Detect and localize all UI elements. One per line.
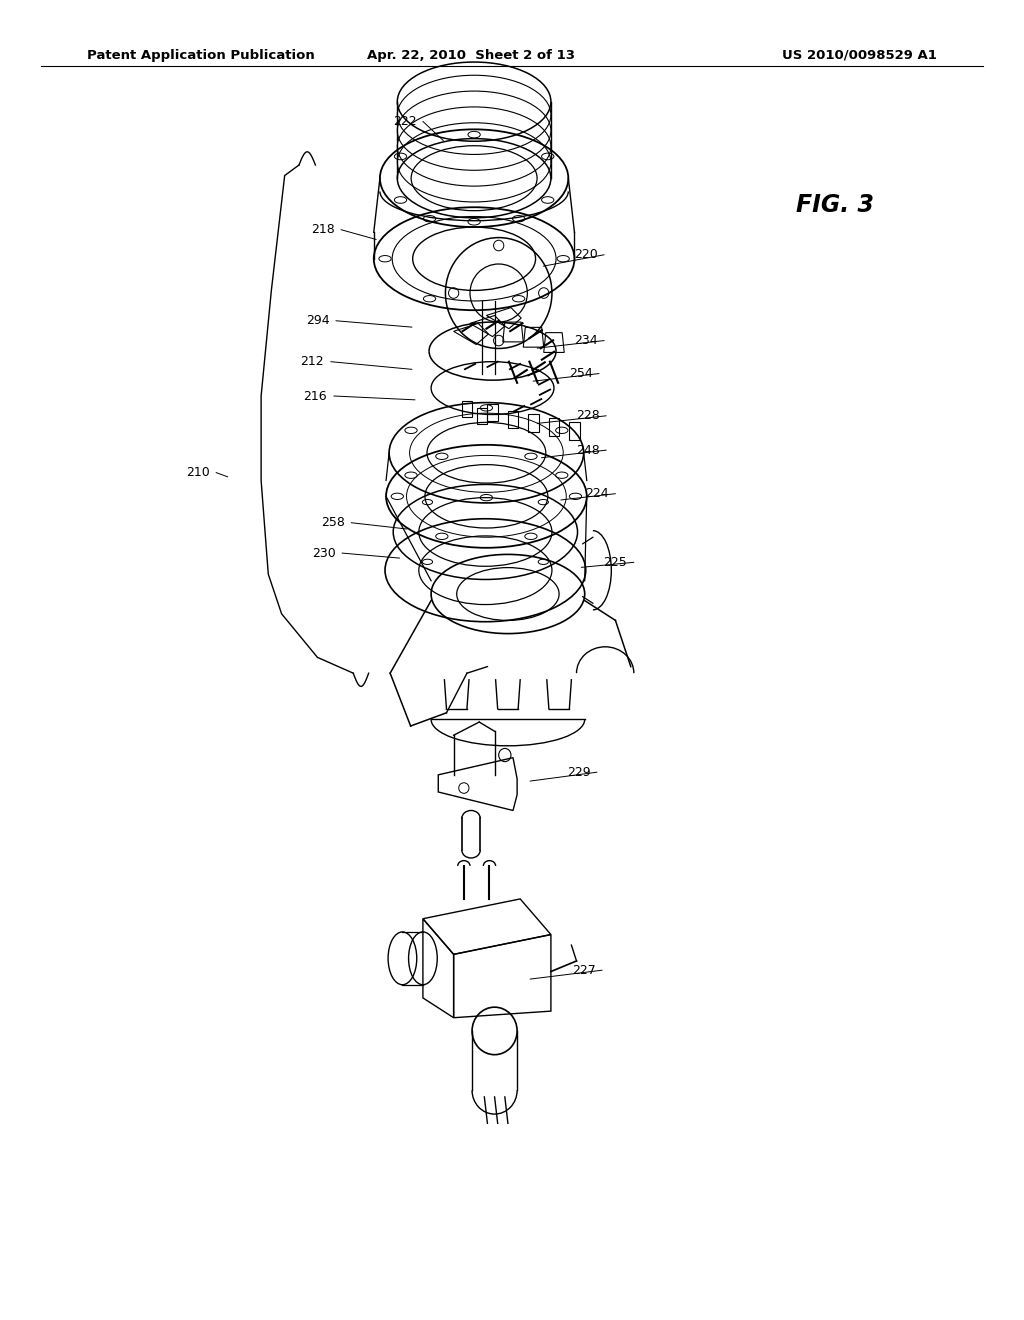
Text: 254: 254 xyxy=(568,367,593,380)
Text: 212: 212 xyxy=(300,355,325,368)
Text: 294: 294 xyxy=(305,314,330,327)
Text: 234: 234 xyxy=(573,334,598,347)
Text: 220: 220 xyxy=(573,248,598,261)
Text: 216: 216 xyxy=(303,389,328,403)
Text: Apr. 22, 2010  Sheet 2 of 13: Apr. 22, 2010 Sheet 2 of 13 xyxy=(367,49,575,62)
Text: 227: 227 xyxy=(571,964,596,977)
Text: 230: 230 xyxy=(311,546,336,560)
Text: 248: 248 xyxy=(575,444,600,457)
Text: 210: 210 xyxy=(185,466,210,479)
Text: 229: 229 xyxy=(566,766,591,779)
Text: FIG. 3: FIG. 3 xyxy=(796,193,873,216)
Text: 222: 222 xyxy=(392,115,417,128)
Text: 224: 224 xyxy=(585,487,609,500)
Text: 225: 225 xyxy=(603,556,628,569)
Text: Patent Application Publication: Patent Application Publication xyxy=(87,49,314,62)
Text: US 2010/0098529 A1: US 2010/0098529 A1 xyxy=(782,49,937,62)
Text: 258: 258 xyxy=(321,516,345,529)
Text: 218: 218 xyxy=(310,223,335,236)
Text: 228: 228 xyxy=(575,409,600,422)
